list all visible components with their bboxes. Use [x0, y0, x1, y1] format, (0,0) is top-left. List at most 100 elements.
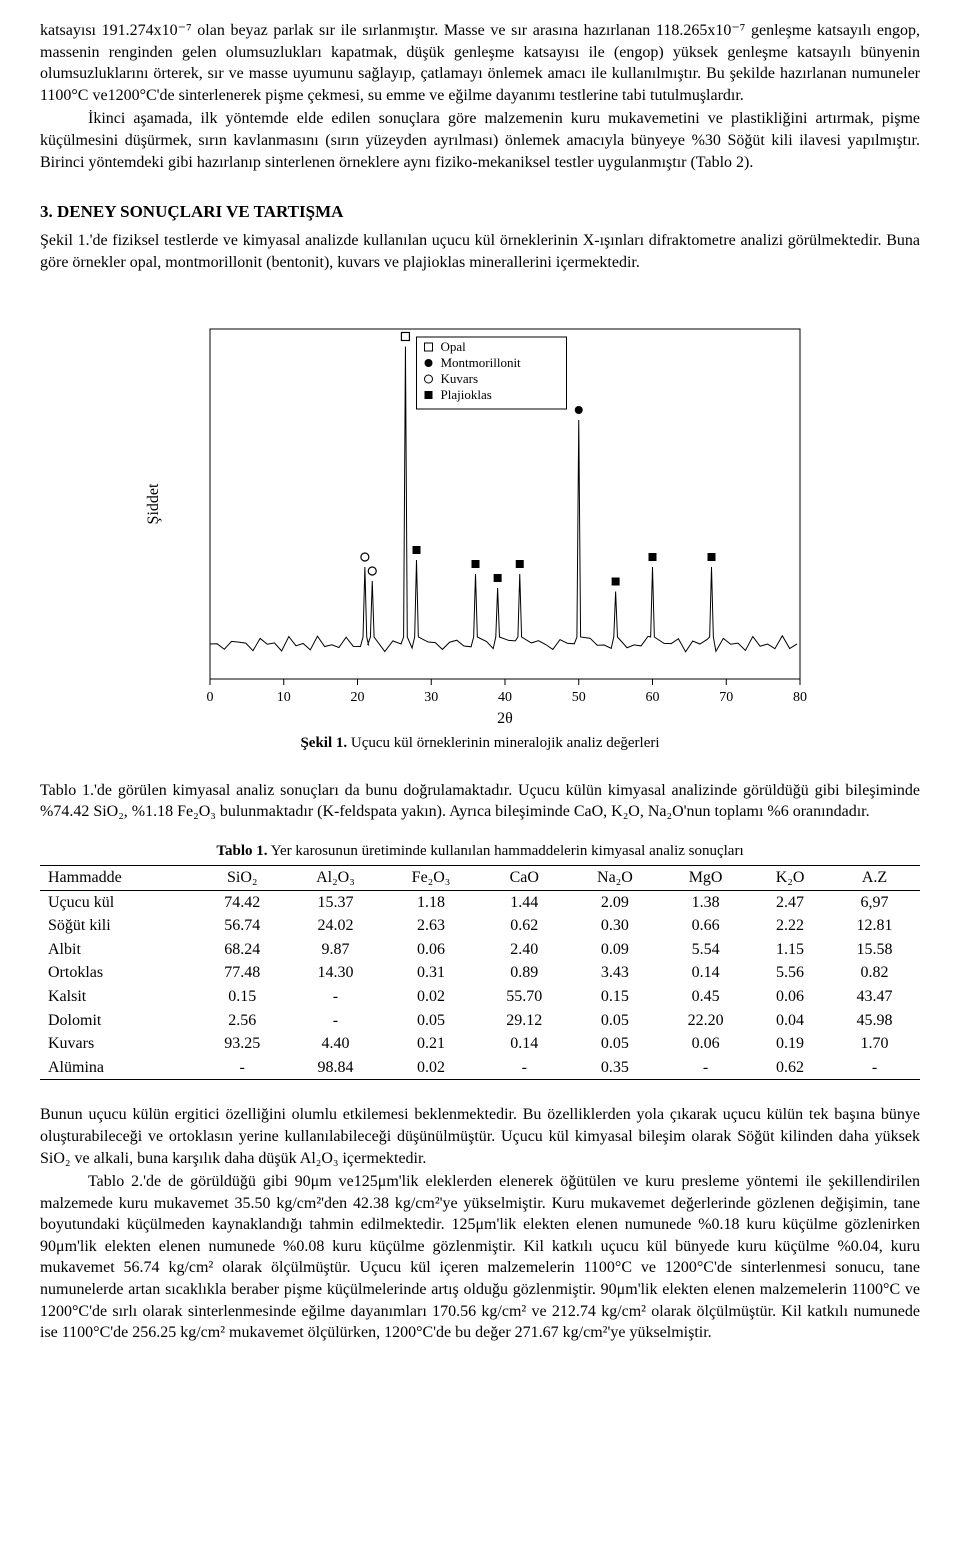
svg-text:0: 0 — [207, 690, 214, 705]
table-row: Uçucu kül74.4215.371.181.442.091.382.476… — [40, 890, 920, 914]
table-cell: 0.45 — [660, 985, 751, 1009]
chem-table: HammaddeSiO₂Al₂O₃Fe₂O₃CaONa₂OMgOK₂OA.Z U… — [40, 865, 920, 1080]
table-cell: Kuvars — [40, 1032, 197, 1056]
table-cell: 2.09 — [570, 890, 660, 914]
table-cell: - — [197, 1056, 288, 1080]
svg-text:10: 10 — [277, 690, 291, 705]
table-row: Kalsit0.15-0.0255.700.150.450.0643.47 — [40, 985, 920, 1009]
table-cell: 0.02 — [383, 985, 479, 1009]
table-title: Tablo 1. Yer karosunun üretiminde kullan… — [40, 841, 920, 861]
table-cell: 1.44 — [479, 890, 570, 914]
table-cell: 0.06 — [660, 1032, 751, 1056]
paragraph: İkinci aşamada, ilk yöntemde elde edilen… — [40, 108, 920, 173]
table-cell: 0.02 — [383, 1056, 479, 1080]
table-cell: 45.98 — [829, 1009, 920, 1033]
table-cell: 0.05 — [570, 1032, 660, 1056]
table-cell: 77.48 — [197, 961, 288, 985]
table-col-header: A.Z — [829, 865, 920, 890]
table-cell: 0.05 — [570, 1009, 660, 1033]
table-cell: 0.15 — [197, 985, 288, 1009]
table-cell: - — [479, 1056, 570, 1080]
svg-text:60: 60 — [646, 690, 660, 705]
paragraph: Tablo 2.'de de görüldüğü gibi 90μm ve125… — [40, 1171, 920, 1344]
table-cell: 0.62 — [751, 1056, 829, 1080]
table-cell: Dolomit — [40, 1009, 197, 1033]
xrd-chart: 010203040506070802θŞiddetOpalMontmorillo… — [140, 309, 820, 729]
table-row: Ortoklas77.4814.300.310.893.430.145.560.… — [40, 961, 920, 985]
table-cell: 22.20 — [660, 1009, 751, 1033]
svg-text:30: 30 — [424, 690, 438, 705]
svg-text:Kuvars: Kuvars — [441, 371, 479, 386]
paragraph: Şekil 1.'de fiziksel testlerde ve kimyas… — [40, 230, 920, 273]
table-col-header: SiO₂ — [197, 865, 288, 890]
table-cell: Uçucu kül — [40, 890, 197, 914]
table-cell: 43.47 — [829, 985, 920, 1009]
table-cell: Alümina — [40, 1056, 197, 1080]
table-cell: 2.63 — [383, 914, 479, 938]
table-cell: 0.15 — [570, 985, 660, 1009]
table-cell: 56.74 — [197, 914, 288, 938]
table-cell: 55.70 — [479, 985, 570, 1009]
table-cell: 5.56 — [751, 961, 829, 985]
svg-text:40: 40 — [498, 690, 512, 705]
table-row: Söğüt kili56.7424.022.630.620.300.662.22… — [40, 914, 920, 938]
table-cell: 1.18 — [383, 890, 479, 914]
table-cell: 0.14 — [479, 1032, 570, 1056]
table-col-header: Al₂O₃ — [288, 865, 384, 890]
table-cell: 74.42 — [197, 890, 288, 914]
table-col-header: MgO — [660, 865, 751, 890]
table-row: Alümina-98.840.02-0.35-0.62- — [40, 1056, 920, 1080]
table-cell: 0.09 — [570, 938, 660, 962]
table-cell: Albit — [40, 938, 197, 962]
table-cell: 93.25 — [197, 1032, 288, 1056]
table-cell: 0.31 — [383, 961, 479, 985]
table-cell: 2.22 — [751, 914, 829, 938]
table-cell: 1.70 — [829, 1032, 920, 1056]
table-cell: 15.58 — [829, 938, 920, 962]
table-cell: 4.40 — [288, 1032, 384, 1056]
svg-text:50: 50 — [572, 690, 586, 705]
table-cell: 29.12 — [479, 1009, 570, 1033]
table-cell: 3.43 — [570, 961, 660, 985]
table-cell: - — [288, 985, 384, 1009]
table-cell: 0.89 — [479, 961, 570, 985]
table-cell: 9.87 — [288, 938, 384, 962]
figure-xrd: 010203040506070802θŞiddetOpalMontmorillo… — [130, 309, 830, 753]
table-cell: 0.04 — [751, 1009, 829, 1033]
table-cell: 0.35 — [570, 1056, 660, 1080]
svg-text:80: 80 — [793, 690, 807, 705]
svg-text:2θ: 2θ — [497, 710, 513, 727]
table-col-header: Hammadde — [40, 865, 197, 890]
table-cell: 14.30 — [288, 961, 384, 985]
table-cell: 68.24 — [197, 938, 288, 962]
figure-caption: Şekil 1. Uçucu kül örneklerinin mineralo… — [130, 733, 830, 753]
table-cell: 2.56 — [197, 1009, 288, 1033]
table-row: Albit68.249.870.062.400.095.541.1515.58 — [40, 938, 920, 962]
table-row: Kuvars93.254.400.210.140.050.060.191.70 — [40, 1032, 920, 1056]
svg-text:Montmorillonit: Montmorillonit — [441, 355, 522, 370]
svg-text:20: 20 — [351, 690, 365, 705]
table-cell: 0.62 — [479, 914, 570, 938]
table-cell: 0.21 — [383, 1032, 479, 1056]
table-col-header: Fe₂O₃ — [383, 865, 479, 890]
svg-text:Plajioklas: Plajioklas — [441, 387, 492, 402]
table-cell: Ortoklas — [40, 961, 197, 985]
table-cell: 12.81 — [829, 914, 920, 938]
table-col-header: CaO — [479, 865, 570, 890]
table-cell: 2.40 — [479, 938, 570, 962]
table-cell: 5.54 — [660, 938, 751, 962]
table-cell: 6,97 — [829, 890, 920, 914]
table-cell: 24.02 — [288, 914, 384, 938]
table-col-header: Na₂O — [570, 865, 660, 890]
svg-text:70: 70 — [719, 690, 733, 705]
table-cell: Söğüt kili — [40, 914, 197, 938]
table-cell: 0.66 — [660, 914, 751, 938]
table-cell: 0.06 — [383, 938, 479, 962]
paragraph: Bunun uçucu külün ergitici özelliğini ol… — [40, 1104, 920, 1169]
svg-text:Şiddet: Şiddet — [145, 483, 162, 524]
paragraph: Tablo 1.'de görülen kimyasal analiz sonu… — [40, 780, 920, 823]
table-cell: 0.82 — [829, 961, 920, 985]
table-cell: 98.84 — [288, 1056, 384, 1080]
table-cell: 0.14 — [660, 961, 751, 985]
table-cell: 0.06 — [751, 985, 829, 1009]
